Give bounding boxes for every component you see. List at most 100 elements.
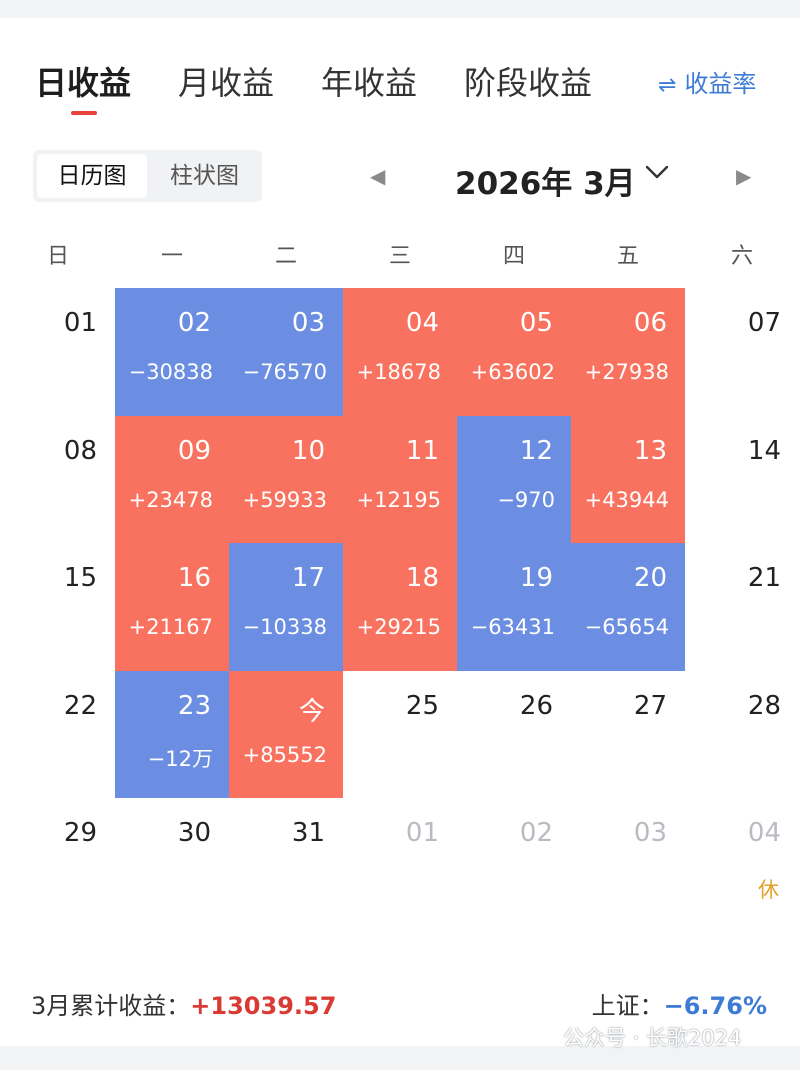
day-number: 27 bbox=[633, 690, 667, 721]
calendar-day-cell[interactable]: 31 bbox=[229, 798, 343, 926]
calendar-day-cell[interactable]: 07 bbox=[685, 288, 799, 416]
day-number: 02 bbox=[177, 308, 211, 338]
monthly-total-value: +13039.57 bbox=[190, 992, 337, 1020]
tab-yearly-profit[interactable]: 年收益 bbox=[321, 64, 418, 102]
calendar-day-cell[interactable]: 19 −63431 bbox=[457, 543, 571, 671]
day-profit: +12195 bbox=[356, 487, 441, 512]
day-number: 28 bbox=[747, 690, 781, 721]
calendar-day-cell[interactable]: 27 bbox=[571, 671, 685, 799]
day-profit: +63602 bbox=[470, 360, 555, 384]
calendar-day-cell[interactable]: 03 bbox=[571, 798, 685, 926]
day-number: 25 bbox=[405, 690, 439, 721]
day-profit: −10338 bbox=[242, 615, 327, 639]
calendar-day-cell[interactable]: 29 bbox=[1, 798, 115, 926]
view-toggle: 日历图 柱状图 bbox=[33, 150, 262, 202]
calendar-day-cell[interactable]: 22 bbox=[1, 671, 115, 799]
day-profit: +29215 bbox=[356, 615, 441, 639]
day-number: 23 bbox=[177, 690, 211, 721]
day-number: 21 bbox=[747, 563, 781, 593]
calendar-day-cell[interactable]: 17 −10338 bbox=[229, 543, 343, 671]
calendar-day-cell[interactable]: 今 +85552 bbox=[229, 670, 343, 798]
calendar-day-cell[interactable]: 09 +23478 bbox=[115, 415, 229, 543]
calendar-day-cell[interactable]: 02 −30838 bbox=[115, 288, 229, 416]
calendar-day-cell[interactable]: 08 bbox=[1, 416, 115, 544]
calendar-day-cell[interactable]: 05 +63602 bbox=[457, 288, 571, 416]
calendar-day-cell[interactable]: 21 bbox=[685, 543, 799, 671]
month-title[interactable]: 2026年 3月 bbox=[455, 166, 636, 202]
day-profit: −970 bbox=[497, 487, 555, 512]
day-number: 03 bbox=[291, 308, 325, 338]
day-number: 05 bbox=[519, 308, 553, 338]
day-number: 17 bbox=[291, 563, 325, 593]
calendar-day-cell[interactable]: 15 bbox=[1, 543, 115, 671]
profit-rate-toggle[interactable]: ⇌ 收益率 bbox=[658, 64, 756, 99]
calendar-day-cell[interactable]: 06 +27938 bbox=[571, 288, 685, 416]
calendar-day-cell[interactable]: 01 bbox=[343, 798, 457, 926]
weekday-label: 三 bbox=[388, 244, 411, 269]
triangle-left-icon[interactable]: ◀ bbox=[370, 164, 386, 188]
day-number: 31 bbox=[291, 818, 325, 848]
index-label: 上证： bbox=[591, 992, 664, 1020]
day-number: 22 bbox=[63, 690, 97, 721]
day-number: 01 bbox=[405, 818, 439, 848]
day-number: 11 bbox=[405, 435, 439, 466]
day-profit: −76570 bbox=[242, 360, 327, 384]
watermark: 公众号 · 长歌2024 bbox=[563, 1026, 742, 1050]
day-number: 10 bbox=[291, 435, 325, 466]
day-number: 13 bbox=[633, 435, 667, 466]
calendar-day-cell[interactable]: 26 bbox=[457, 671, 571, 799]
monthly-total: 3月累计收益：+13039.57 bbox=[31, 986, 336, 1021]
calendar-day-cell[interactable]: 02 bbox=[457, 798, 571, 926]
calendar-day-cell[interactable]: 04 +18678 bbox=[343, 288, 457, 416]
tab-monthly-profit[interactable]: 月收益 bbox=[178, 64, 275, 102]
day-number: 15 bbox=[63, 563, 97, 593]
calendar-day-cell[interactable]: 16 +21167 bbox=[115, 543, 229, 671]
calendar-view-button[interactable]: 日历图 bbox=[37, 154, 147, 198]
day-profit: +43944 bbox=[584, 487, 669, 512]
day-number: 04 bbox=[405, 308, 439, 338]
calendar-day-cell[interactable]: 18 +29215 bbox=[343, 543, 457, 671]
calendar-day-cell[interactable]: 04 休 bbox=[685, 798, 799, 926]
day-number: 今 bbox=[298, 696, 325, 727]
weekday-label: 一 bbox=[160, 244, 183, 269]
day-profit: +23478 bbox=[128, 487, 213, 512]
day-number: 14 bbox=[747, 435, 781, 466]
weekday-label: 四 bbox=[502, 244, 525, 269]
calendar-day-cell[interactable]: 30 bbox=[115, 798, 229, 926]
calendar-day-cell[interactable]: 01 bbox=[1, 288, 115, 416]
day-number: 09 bbox=[177, 435, 211, 466]
day-profit: +18678 bbox=[356, 360, 441, 384]
calendar-day-cell[interactable]: 28 bbox=[685, 671, 799, 799]
day-number: 18 bbox=[405, 563, 439, 593]
weekday-label: 六 bbox=[730, 244, 753, 269]
day-number: 19 bbox=[519, 563, 553, 593]
triangle-right-icon[interactable]: ▶ bbox=[736, 164, 752, 188]
day-number: 02 bbox=[519, 818, 553, 848]
day-profit: +59933 bbox=[242, 487, 327, 512]
weekday-label: 日 bbox=[46, 244, 69, 269]
calendar-day-cell[interactable]: 25 bbox=[343, 671, 457, 799]
bar-chart-view-button[interactable]: 柱状图 bbox=[170, 163, 239, 189]
day-number: 04 bbox=[747, 818, 781, 848]
chevron-down-icon[interactable] bbox=[645, 165, 669, 179]
calendar-day-cell[interactable]: 10 +59933 bbox=[229, 415, 343, 543]
day-profit: −65654 bbox=[584, 615, 669, 639]
calendar-day-cell[interactable]: 12 −970 bbox=[457, 415, 571, 543]
calendar-day-cell[interactable]: 20 −65654 bbox=[571, 543, 685, 671]
calendar-day-cell[interactable]: 14 bbox=[685, 416, 799, 544]
profit-rate-label: 收益率 bbox=[684, 70, 757, 98]
calendar-day-cell[interactable]: 13 +43944 bbox=[571, 415, 685, 543]
tab-bar: 日收益 月收益 年收益 阶段收益 ⇌ 收益率 bbox=[0, 18, 800, 138]
calendar-day-cell[interactable]: 11 +12195 bbox=[343, 415, 457, 543]
day-number: 29 bbox=[63, 818, 97, 848]
tab-period-profit[interactable]: 阶段收益 bbox=[464, 64, 593, 102]
day-number: 06 bbox=[633, 308, 667, 338]
swap-arrows-icon: ⇌ bbox=[658, 73, 677, 98]
calendar-day-cell[interactable]: 23 −12万 bbox=[115, 670, 229, 798]
day-profit: +85552 bbox=[242, 742, 327, 767]
day-number: 07 bbox=[747, 308, 781, 338]
day-profit: +21167 bbox=[128, 615, 213, 639]
day-number: 12 bbox=[519, 435, 553, 466]
calendar-day-cell[interactable]: 03 −76570 bbox=[229, 288, 343, 416]
tab-daily-profit[interactable]: 日收益 bbox=[35, 64, 132, 102]
